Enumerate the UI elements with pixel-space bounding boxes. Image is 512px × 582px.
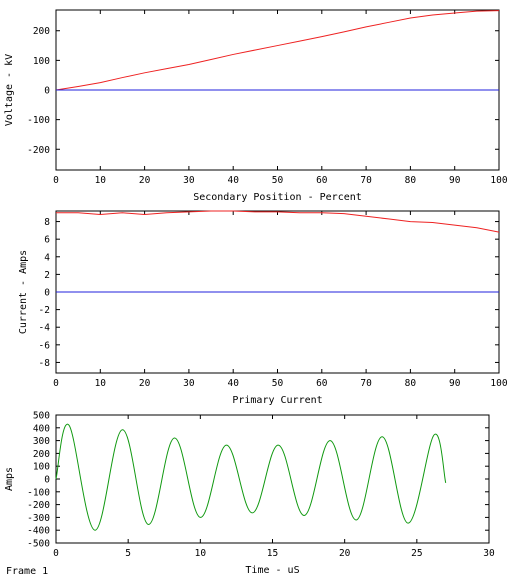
x-tick-label: 70 — [360, 378, 372, 389]
y-tick-label: 300 — [33, 436, 50, 447]
frame-label: Frame 1 — [6, 566, 48, 577]
x-tick-label: 50 — [272, 378, 284, 389]
y-tick-label: 200 — [33, 449, 50, 460]
x-tick-label: 0 — [53, 378, 59, 389]
x-tick-label: 0 — [53, 548, 59, 559]
y-tick-label: -100 — [27, 115, 50, 126]
y-axis-label: Amps — [4, 467, 15, 491]
x-tick-label: 90 — [449, 175, 461, 186]
y-tick-label: 100 — [33, 462, 50, 473]
series-line-1 — [56, 210, 500, 233]
x-tick-label: 60 — [316, 175, 328, 186]
x-tick-label: 0 — [53, 175, 59, 186]
y-tick-label: -200 — [27, 500, 50, 511]
y-tick-label: 400 — [33, 423, 50, 434]
x-tick-label: 20 — [339, 548, 351, 559]
current-chart: 0 10 20 30 40 50 60 70 80 90 100 -8 -6 -4 -2 0 2 4 6 8 Curre… — [18, 210, 508, 389]
x-tick-label: 100 — [490, 378, 507, 389]
y-tick-label: -8 — [39, 358, 51, 369]
x-tick-label: 25 — [411, 548, 422, 559]
series-line-1 — [55, 10, 500, 91]
y-tick-label: 200 — [33, 26, 50, 37]
chart-title: Primary Current — [232, 395, 322, 406]
y-tick-label: 100 — [33, 56, 50, 67]
y-tick-label: 8 — [44, 217, 50, 228]
x-tick-label: 5 — [125, 548, 131, 559]
x-tick-label: 60 — [316, 378, 328, 389]
x-tick-label: 50 — [272, 175, 284, 186]
y-tick-label: -200 — [27, 145, 50, 156]
y-tick-label: -4 — [39, 323, 51, 334]
x-tick-label: 15 — [267, 548, 278, 559]
primary-current-chart: 0 5 10 15 20 25 30-500-400-300-200-10001002003… — [4, 395, 495, 576]
x-tick-label: 40 — [227, 175, 239, 186]
y-tick-label: 0 — [44, 86, 50, 97]
plot-frame — [55, 414, 490, 544]
x-tick-label: 90 — [449, 378, 461, 389]
x-axis-label: Time - uS — [245, 565, 299, 576]
x-tick-label: 30 — [183, 175, 195, 186]
voltage-chart: 0 10 20 30 40 50 60 70 80 90 100 -200 -100 0 100 200 Sec… — [4, 9, 508, 203]
x-axis-label: Secondary Position - Percent — [193, 192, 362, 203]
x-tick-label: 10 — [195, 548, 207, 559]
x-tick-label: 10 — [95, 175, 107, 186]
x-tick-label: 80 — [405, 175, 417, 186]
y-tick-label: 2 — [44, 270, 50, 281]
y-axis-label: Voltage - kV — [4, 54, 15, 126]
y-tick-label: -6 — [39, 340, 51, 351]
y-tick-label: -300 — [27, 513, 50, 524]
y-tick-label: 4 — [44, 252, 50, 263]
x-tick-label: 30 — [183, 378, 195, 389]
y-tick-label: 0 — [44, 475, 50, 486]
y-axis-label: Current - Amps — [18, 250, 29, 334]
y-tick-label: -400 — [27, 526, 50, 537]
x-tick-label: 20 — [139, 378, 151, 389]
y-tick-label: -2 — [39, 305, 50, 316]
x-tick-label: 80 — [405, 378, 417, 389]
y-tick-label: 6 — [44, 235, 50, 246]
x-tick-label: 10 — [95, 378, 107, 389]
x-tick-label: 100 — [490, 175, 507, 186]
y-tick-label: -500 — [27, 539, 50, 550]
x-tick-label: 70 — [360, 175, 372, 186]
y-tick-label: 500 — [33, 411, 50, 422]
x-tick-label: 30 — [483, 548, 495, 559]
y-tick-label: 0 — [44, 288, 50, 299]
y-tick-label: -100 — [27, 487, 50, 498]
x-tick-label: 40 — [227, 378, 239, 389]
series-line-1 — [55, 423, 447, 531]
x-tick-label: 20 — [139, 175, 151, 186]
